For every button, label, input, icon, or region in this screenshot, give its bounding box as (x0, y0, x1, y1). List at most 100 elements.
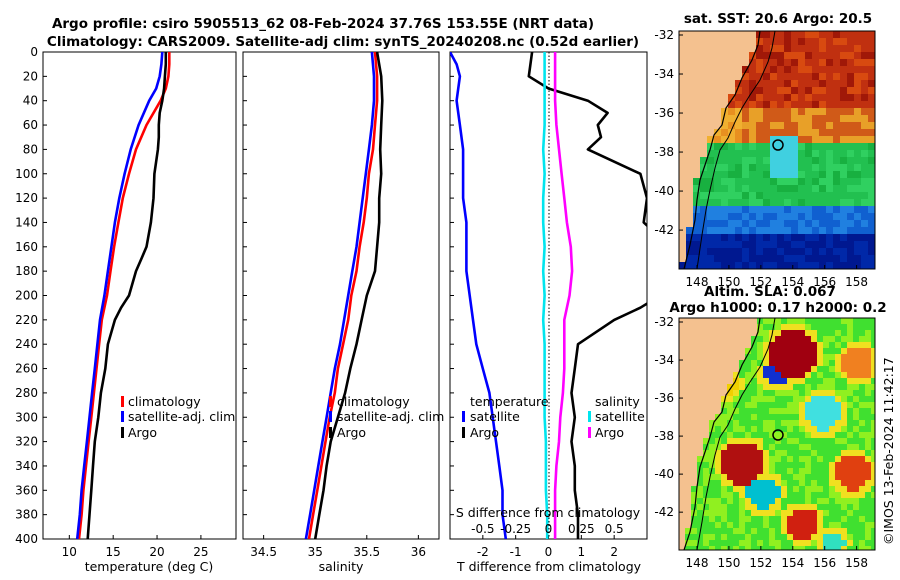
sst-cell (686, 262, 693, 269)
sla-cell (859, 450, 865, 456)
sla-cell (871, 456, 875, 462)
difference-legend: temperature satellite Argo salinity sate… (462, 394, 645, 440)
sst-cell (847, 150, 854, 157)
sla-cell (751, 480, 757, 486)
sla-cell (757, 492, 763, 498)
sst-cell (742, 122, 749, 129)
sla-cell (793, 360, 799, 366)
sla-cell (739, 402, 745, 408)
sst-cell (812, 255, 819, 262)
sla-cell (823, 408, 829, 414)
sla-cell (757, 456, 763, 462)
sst-cell (868, 150, 875, 157)
sst-cell (735, 248, 742, 255)
sst-cell (763, 73, 770, 80)
sst-cell (728, 241, 735, 248)
sla-cell (829, 498, 835, 504)
sla-cell (805, 522, 811, 528)
sla-cell (865, 444, 871, 450)
sla-cell (865, 384, 871, 390)
sst-cell (833, 262, 840, 269)
sst-cell (721, 248, 728, 255)
sst-cell (763, 66, 770, 73)
sst-cell (791, 185, 798, 192)
sla-cell (763, 354, 769, 360)
sla-cell (847, 504, 853, 510)
sla-cell (733, 396, 739, 402)
sla-cell (709, 438, 715, 444)
sst-cell (805, 59, 812, 66)
sst-cell (742, 248, 749, 255)
sst-cell (693, 185, 700, 192)
sst-cell (847, 94, 854, 101)
sla-cell (793, 318, 799, 324)
map-y-tick-label: -42 (654, 223, 674, 237)
sst-cell (805, 87, 812, 94)
sst-cell (700, 241, 707, 248)
sst-cell (777, 59, 784, 66)
sst-cell (833, 185, 840, 192)
sla-cell (733, 498, 739, 504)
sla-cell (787, 360, 793, 366)
sla-cell (853, 522, 859, 528)
sst-cell (812, 150, 819, 157)
depth-tick-label: 340 (15, 459, 38, 473)
sla-cell (871, 372, 875, 378)
sla-cell (721, 522, 727, 528)
sst-cell (700, 157, 707, 164)
sla-cell (823, 402, 829, 408)
sst-cell (847, 192, 854, 199)
sla-cell (757, 360, 763, 366)
sla-map (679, 318, 875, 550)
sst-cell (826, 31, 833, 38)
sst-cell (714, 241, 721, 248)
sst-cell (868, 234, 875, 241)
sla-cell (829, 450, 835, 456)
sst-cell (847, 171, 854, 178)
sst-cell (833, 248, 840, 255)
sla-cell (799, 522, 805, 528)
sst-cell (749, 157, 756, 164)
sla-cell (769, 522, 775, 528)
sla-cell (841, 384, 847, 390)
sla-cell (805, 546, 811, 550)
sla-cell (721, 426, 727, 432)
sst-cell (861, 31, 868, 38)
sla-cell (757, 396, 763, 402)
credit-text: ©IMOS 13-Feb-2024 11:42:17 (881, 357, 896, 545)
sst-cell (777, 73, 784, 80)
legend-swatch-argo (329, 427, 332, 438)
sla-cell (721, 444, 727, 450)
sla-cell (727, 534, 733, 540)
sla-cell (787, 534, 793, 540)
sla-cell (715, 510, 721, 516)
sst-cell (763, 52, 770, 59)
sst-cell (721, 136, 728, 143)
sla-cell (691, 504, 697, 510)
sla-cell (763, 444, 769, 450)
sla-cell (703, 498, 709, 504)
sla-cell (751, 510, 757, 516)
sst-cell (749, 59, 756, 66)
sla-cell (739, 378, 745, 384)
sla-cell (841, 324, 847, 330)
depth-tick-label: 220 (15, 313, 38, 327)
sla-cell (787, 450, 793, 456)
sla-cell (835, 522, 841, 528)
sla-cell (787, 336, 793, 342)
sla-cell (805, 384, 811, 390)
sla-cell (859, 324, 865, 330)
sla-cell (847, 468, 853, 474)
sla-cell (829, 336, 835, 342)
sst-cell (819, 171, 826, 178)
sla-cell (835, 480, 841, 486)
sla-cell (859, 354, 865, 360)
sst-cell (784, 220, 791, 227)
depth-tick-label: 100 (15, 167, 38, 181)
sla-cell (745, 486, 751, 492)
sst-cell (868, 59, 875, 66)
sla-cell (811, 516, 817, 522)
sst-cell (728, 129, 735, 136)
sst-cell (756, 38, 763, 45)
sst-cell (770, 31, 777, 38)
